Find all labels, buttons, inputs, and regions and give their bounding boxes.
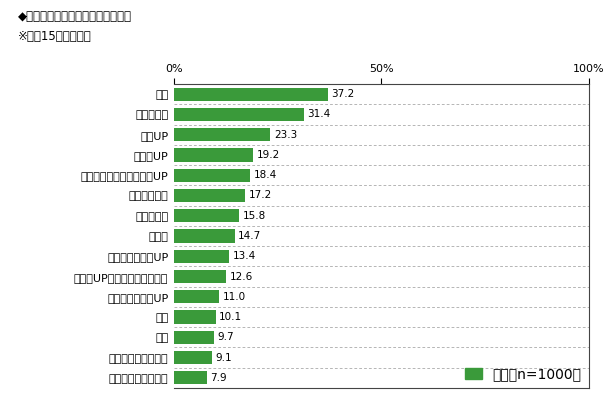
Text: 31.4: 31.4 bbox=[307, 110, 331, 120]
Text: 37.2: 37.2 bbox=[331, 89, 355, 99]
Bar bbox=[174, 148, 254, 162]
Bar bbox=[174, 128, 270, 141]
Text: 14.7: 14.7 bbox=[238, 231, 262, 241]
Legend: 全体［n=1000］: 全体［n=1000］ bbox=[465, 367, 582, 381]
Bar bbox=[174, 209, 239, 222]
Text: ※上位15項目を表示: ※上位15項目を表示 bbox=[18, 30, 92, 43]
Text: 9.7: 9.7 bbox=[217, 332, 234, 342]
Text: 13.4: 13.4 bbox=[233, 251, 256, 261]
Text: 10.1: 10.1 bbox=[219, 312, 242, 322]
Text: 19.2: 19.2 bbox=[257, 150, 280, 160]
Bar bbox=[174, 250, 229, 263]
Text: ◆今年立てた目標（複数回答形式）: ◆今年立てた目標（複数回答形式） bbox=[18, 10, 132, 23]
Text: 12.6: 12.6 bbox=[229, 272, 253, 282]
Bar bbox=[174, 169, 250, 182]
Text: 7.9: 7.9 bbox=[210, 373, 226, 383]
Bar bbox=[174, 230, 235, 242]
Bar bbox=[174, 189, 245, 202]
Text: 15.8: 15.8 bbox=[243, 211, 266, 221]
Bar bbox=[174, 351, 212, 364]
Text: 17.2: 17.2 bbox=[248, 190, 272, 200]
Bar bbox=[174, 88, 328, 101]
Text: 18.4: 18.4 bbox=[254, 170, 277, 180]
Bar bbox=[174, 310, 216, 324]
Bar bbox=[174, 270, 226, 283]
Bar bbox=[174, 290, 220, 303]
Text: 23.3: 23.3 bbox=[274, 130, 297, 140]
Bar bbox=[174, 108, 304, 121]
Text: 9.1: 9.1 bbox=[215, 353, 232, 362]
Bar bbox=[174, 371, 207, 384]
Bar bbox=[174, 331, 214, 344]
Text: 11.0: 11.0 bbox=[223, 292, 246, 302]
